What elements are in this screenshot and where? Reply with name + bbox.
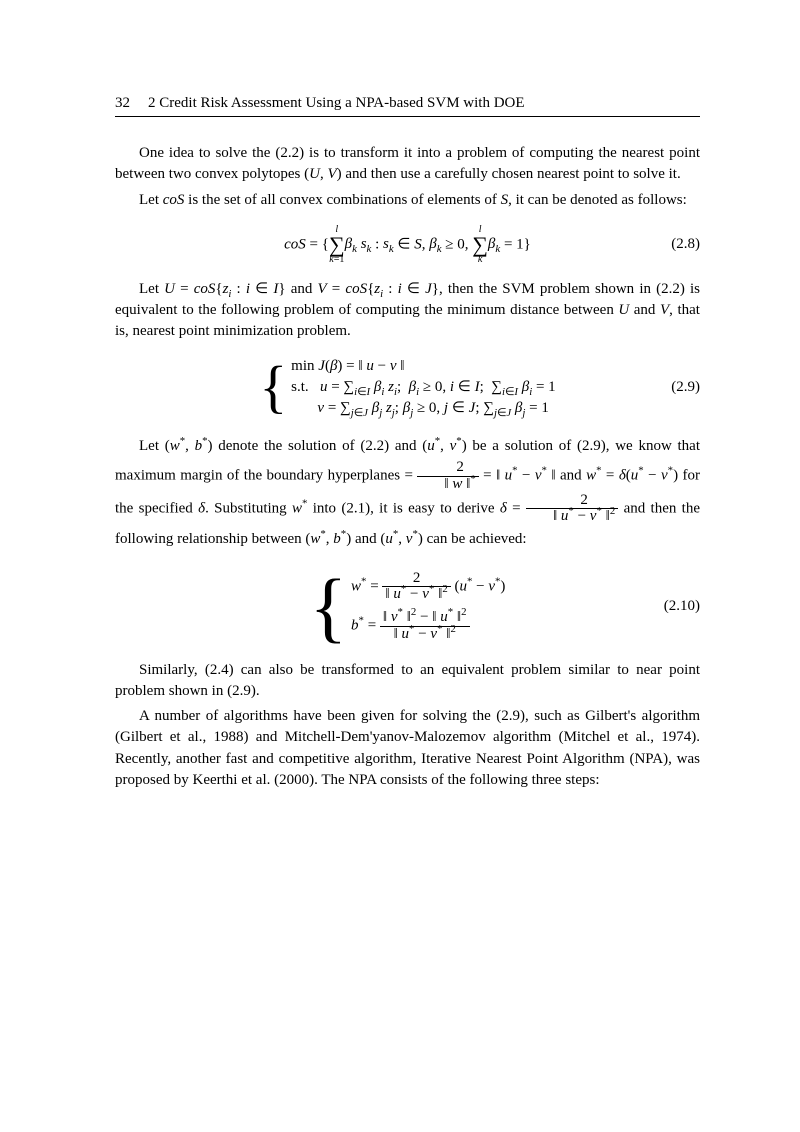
text: can be achieved: bbox=[423, 531, 527, 547]
text: and bbox=[286, 281, 318, 297]
text: Let bbox=[139, 438, 165, 454]
paragraph-3: Let U = coS{zi : i ∈ I} and V = coS{zi :… bbox=[115, 279, 700, 343]
sym-U: U bbox=[618, 302, 629, 318]
text: is the set of all convex combinations of… bbox=[184, 192, 500, 208]
equation-2-9: { min J(β) = ‖ u − v ‖ s.t. u = ∑i∈I βi … bbox=[115, 357, 700, 418]
text: into (2.1), it is easy to derive bbox=[307, 500, 499, 516]
text: and bbox=[629, 302, 660, 318]
page-number: 32 bbox=[115, 95, 130, 112]
text: , it can be denoted as follows: bbox=[508, 192, 687, 208]
text: Let bbox=[139, 192, 163, 208]
eq-number: (2.10) bbox=[664, 598, 700, 615]
page-header: 32 2 Credit Risk Assessment Using a NPA-… bbox=[115, 95, 700, 117]
paragraph-4: Let (w*, b*) denote the solution of (2.2… bbox=[115, 432, 700, 554]
sym-S: S bbox=[501, 192, 509, 208]
text: and bbox=[556, 468, 587, 484]
eq-number: (2.8) bbox=[671, 236, 700, 253]
eq-number: (2.9) bbox=[671, 379, 700, 396]
text: and bbox=[351, 531, 380, 547]
eq-body: coS = {l∑k=1βk sk : sk ∈ S, βk ≥ 0, l∑kβ… bbox=[284, 225, 531, 265]
paragraph-1: One idea to solve the (2.2) is to transf… bbox=[115, 143, 700, 186]
text: denote the solution of (2.2) and bbox=[213, 438, 423, 454]
sym-coS: coS bbox=[163, 192, 185, 208]
sym-V: V bbox=[660, 302, 669, 318]
equation-2-8: coS = {l∑k=1βk sk : sk ∈ S, βk ≥ 0, l∑kβ… bbox=[115, 225, 700, 265]
equation-2-10: { w* = 2‖ u* − v* ‖2 (u* − v*) b* = ‖ v*… bbox=[115, 568, 700, 646]
paragraph-2: Let coS is the set of all convex combina… bbox=[115, 190, 700, 211]
paragraph-5: Similarly, (2.4) can also be transformed… bbox=[115, 660, 700, 703]
text: . Substituting bbox=[205, 500, 292, 516]
chapter-title: 2 Credit Risk Assessment Using a NPA-bas… bbox=[148, 95, 525, 112]
eq-body: { w* = 2‖ u* − v* ‖2 (u* − v*) b* = ‖ v*… bbox=[310, 568, 506, 646]
page: 32 2 Credit Risk Assessment Using a NPA-… bbox=[0, 0, 800, 1132]
text: Let bbox=[139, 281, 164, 297]
eq-body: { min J(β) = ‖ u − v ‖ s.t. u = ∑i∈I βi … bbox=[259, 357, 555, 418]
paragraph-6: A number of algorithms have been given f… bbox=[115, 706, 700, 791]
